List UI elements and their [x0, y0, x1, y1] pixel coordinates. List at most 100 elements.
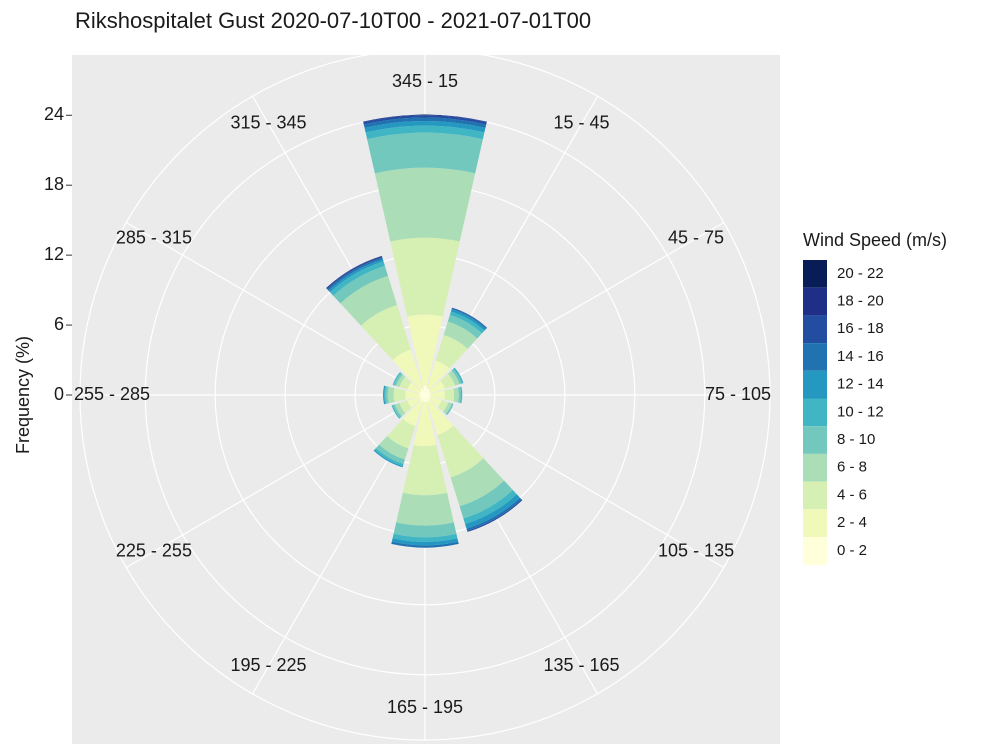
legend-label: 4 - 6 [837, 486, 867, 503]
wedge [392, 533, 458, 542]
direction-label: 315 - 345 [230, 113, 306, 133]
legend-title: Wind Speed (m/s) [803, 230, 947, 250]
legend-key [803, 537, 827, 565]
spoke [125, 394, 426, 569]
wedge [451, 368, 462, 385]
wedge [364, 121, 486, 133]
wedge [391, 541, 459, 548]
legend-label: 10 - 12 [837, 403, 884, 420]
direction-label: 15 - 45 [553, 113, 609, 133]
wedge [425, 393, 431, 397]
wedge [396, 492, 454, 526]
wedge [340, 275, 398, 326]
y-tick-label: 24 [44, 104, 64, 124]
wedge [419, 391, 425, 395]
wedge [440, 373, 456, 389]
wedge [383, 385, 386, 405]
wedge [327, 257, 383, 291]
chart-title: Rikshospitalet Gust 2020-07-10T00 - 2021… [75, 8, 591, 33]
legend-key [803, 260, 827, 288]
y-axis: 0 6 12 18 24 [44, 104, 72, 404]
direction-label: 135 - 165 [543, 655, 619, 675]
legend-label: 0 - 2 [837, 542, 867, 559]
wedge [453, 368, 463, 384]
wedge [466, 497, 522, 531]
wedge [374, 167, 476, 242]
y-tick-label: 12 [44, 244, 64, 264]
wedge [402, 400, 423, 427]
wedge [399, 400, 412, 414]
wedge [450, 458, 505, 507]
wedge [459, 480, 513, 519]
wedge [379, 436, 409, 460]
wedge [399, 376, 412, 390]
wedge [402, 445, 448, 496]
direction-label: 45 - 75 [668, 227, 724, 247]
wedge [450, 309, 486, 331]
wedge [391, 405, 401, 419]
legend-label: 20 - 22 [837, 265, 884, 282]
legend-label: 8 - 10 [837, 431, 875, 448]
wedge [405, 390, 420, 400]
direction-label: 255 - 285 [74, 384, 150, 404]
legend-key [803, 370, 827, 399]
legend-key [803, 398, 827, 427]
wedge [420, 388, 425, 395]
direction-label: 75 - 105 [705, 384, 771, 404]
wedge [425, 395, 431, 399]
plot-area: 345 - 15 15 - 45 45 - 75 75 - 105 105 - 135 1… [74, 55, 771, 741]
wedge [423, 395, 427, 402]
legend: 20 - 22 18 - 20 16 - 18 14 - 16 12 - 14 10 - … [803, 260, 884, 565]
wedge [387, 386, 395, 404]
wedge [419, 395, 425, 399]
wedge [393, 372, 403, 387]
wedge [449, 311, 485, 334]
wedge [425, 388, 430, 395]
legend-key [803, 343, 827, 371]
wedge [328, 259, 384, 293]
wedge [437, 425, 484, 478]
wedge [444, 388, 455, 402]
legend-label: 2 - 4 [837, 514, 867, 531]
wedge [445, 403, 453, 415]
wedge [365, 125, 485, 140]
direction-label: 285 - 315 [116, 227, 192, 247]
wedge [427, 400, 454, 436]
legend-key [803, 453, 827, 482]
y-tick-label: 6 [54, 314, 64, 334]
wedge [407, 382, 421, 394]
wedge [384, 385, 387, 405]
direction-label: 195 - 225 [230, 655, 306, 675]
wedge [465, 494, 520, 529]
direction-label: 165 - 195 [387, 697, 463, 717]
direction-label: 345 - 15 [392, 71, 458, 91]
wedge [413, 401, 437, 447]
legend-label: 6 - 8 [837, 459, 867, 476]
wedge [385, 386, 389, 404]
spoke [424, 394, 725, 569]
wedge [447, 314, 482, 339]
wedge [427, 360, 450, 390]
wedge [425, 395, 430, 402]
legend-key [803, 426, 827, 454]
wedge [373, 449, 403, 468]
wedge [422, 385, 428, 395]
direction-label: 225 - 255 [116, 540, 192, 560]
wedge [393, 388, 406, 402]
spoke [125, 221, 426, 396]
wedge [443, 321, 478, 349]
wedge [392, 372, 402, 386]
wedge [425, 391, 431, 395]
wedge [446, 403, 454, 416]
y-axis-label: Frequency (%) [13, 336, 33, 454]
wedge [453, 387, 459, 403]
legend-label: 14 - 16 [837, 348, 884, 365]
wedge [333, 265, 389, 304]
legend-key [803, 287, 827, 316]
wedge [442, 402, 452, 414]
wedge [363, 115, 487, 125]
wedge [392, 349, 423, 390]
wedge [363, 117, 487, 128]
legend-key [803, 481, 827, 510]
